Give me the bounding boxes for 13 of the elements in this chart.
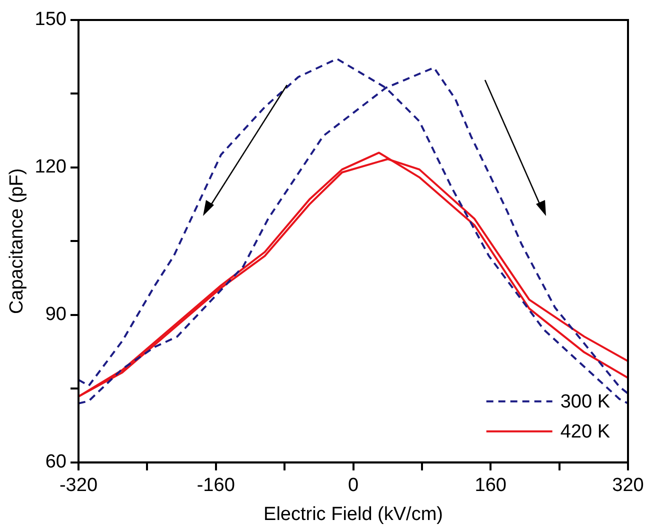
x-tick-label: 0 — [348, 475, 359, 496]
legend-label: 420 K — [560, 422, 610, 443]
x-axis-title: Electric Field (kV/cm) — [264, 504, 443, 525]
y-tick-label: 90 — [45, 304, 66, 326]
y-axis-title: Capacitance (pF) — [6, 168, 28, 314]
x-tick-label: 320 — [612, 475, 644, 496]
x-tick-label: -160 — [196, 475, 235, 496]
x-tick-label: 160 — [474, 475, 506, 496]
x-tick-label: -320 — [59, 475, 98, 496]
y-tick-label: 60 — [45, 452, 66, 473]
y-tick-label: 120 — [34, 156, 66, 178]
y-tick-label: 150 — [34, 9, 66, 30]
legend-label: 300 K — [560, 392, 610, 413]
